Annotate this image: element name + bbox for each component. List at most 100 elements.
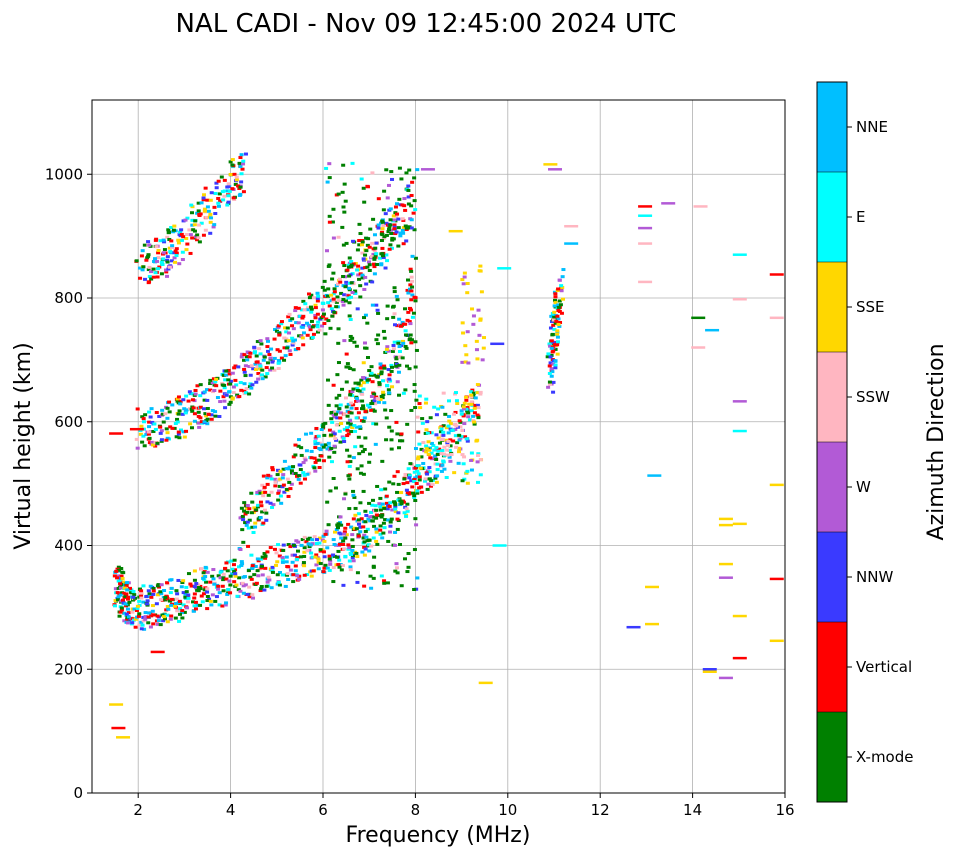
echo-point: [268, 368, 273, 372]
echo-point: [368, 373, 373, 377]
echo-point: [165, 581, 170, 585]
echo-point: [154, 411, 159, 415]
echo-point: [243, 583, 248, 587]
echo-point: [308, 305, 313, 309]
echo-point: [140, 268, 145, 272]
echo-point: [148, 625, 153, 629]
echo-point: [242, 509, 247, 513]
echo-point: [197, 223, 202, 227]
echo-point: [360, 399, 365, 403]
echo-point: [300, 325, 305, 329]
echo-point: [179, 611, 184, 615]
echo-point: [125, 617, 130, 621]
echo-point: [270, 505, 275, 509]
echo-point: [306, 537, 311, 541]
echo-point: [218, 199, 223, 203]
echo-point: [318, 562, 323, 566]
isolated-echo: [548, 168, 562, 171]
echo-point: [404, 226, 409, 230]
echo-point: [259, 504, 264, 508]
echo-point: [258, 352, 263, 356]
echo-point: [335, 295, 340, 299]
echo-point: [300, 316, 305, 320]
echo-point: [260, 510, 265, 514]
echo-point: [409, 298, 414, 302]
echo-point: [349, 265, 354, 269]
echo-point: [172, 604, 177, 608]
echo-point: [329, 460, 334, 464]
echo-point: [405, 318, 410, 322]
echo-point: [472, 420, 477, 424]
echo-point: [417, 478, 422, 482]
echo-point: [395, 298, 400, 302]
echo-point: [358, 295, 363, 299]
echo-point: [393, 205, 398, 209]
echo-point: [232, 580, 237, 584]
echo-point: [239, 506, 244, 510]
echo-point: [184, 394, 189, 398]
echo-point: [155, 441, 160, 445]
echo-point: [268, 356, 273, 360]
echo-point: [179, 238, 184, 242]
echo-point: [277, 489, 282, 493]
echo-point: [149, 270, 154, 274]
echo-point: [367, 460, 372, 464]
echo-point: [263, 490, 268, 494]
colorbar-segment: [817, 442, 847, 532]
echo-point: [337, 558, 342, 562]
echo-point: [284, 555, 289, 559]
echo-point: [396, 511, 401, 515]
echo-point: [192, 585, 197, 589]
echo-point: [184, 429, 189, 433]
echo-point: [250, 383, 255, 387]
echo-point: [443, 438, 448, 442]
echo-point: [375, 484, 380, 488]
echo-point: [247, 392, 252, 396]
echo-point: [157, 414, 162, 418]
echo-point: [211, 225, 216, 229]
echo-point: [226, 182, 231, 186]
echo-point: [183, 411, 188, 415]
echo-point: [190, 236, 195, 240]
echo-point: [307, 292, 312, 296]
echo-point: [553, 363, 558, 367]
echo-point: [277, 333, 282, 337]
echo-point: [358, 232, 363, 236]
echo-point: [458, 425, 463, 429]
echo-point: [546, 352, 551, 356]
echo-point: [293, 443, 298, 447]
echo-point: [245, 510, 250, 514]
echo-point: [381, 379, 386, 383]
echo-point: [116, 579, 121, 583]
echo-point: [453, 410, 458, 414]
echo-point: [341, 543, 346, 547]
echo-point: [413, 466, 418, 470]
echo-point: [461, 405, 466, 409]
echo-point: [376, 400, 381, 404]
echo-point: [316, 294, 321, 298]
echo-point: [369, 408, 374, 412]
echo-point: [408, 283, 413, 287]
echo-point: [425, 431, 430, 435]
echo-point: [238, 165, 243, 169]
echo-point: [556, 305, 561, 309]
echo-point: [184, 232, 189, 236]
echo-point: [347, 410, 352, 414]
echo-point: [413, 476, 418, 480]
echo-point: [334, 300, 339, 304]
echo-point: [332, 450, 337, 454]
echo-point: [220, 604, 225, 608]
echo-point: [342, 182, 347, 186]
echo-point: [457, 450, 462, 454]
echo-point: [371, 576, 376, 580]
echo-point: [325, 566, 330, 570]
echo-point: [447, 399, 452, 403]
echo-point: [325, 500, 330, 504]
echo-point: [472, 422, 477, 426]
y-tick-label: 200: [54, 660, 83, 678]
echo-point: [138, 432, 143, 436]
echo-point: [381, 256, 386, 260]
isolated-echo: [497, 267, 512, 270]
echo-point: [247, 507, 252, 511]
echo-point: [172, 426, 177, 430]
